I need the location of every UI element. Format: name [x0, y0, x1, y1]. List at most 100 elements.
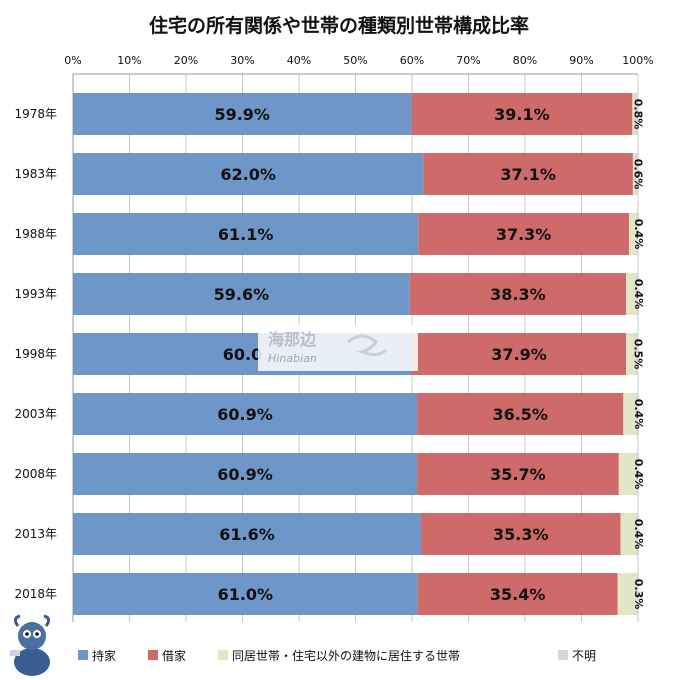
bar-segment	[635, 453, 638, 495]
data-label: 39.1%	[494, 105, 550, 124]
bar-segment	[623, 393, 636, 435]
chart-title: 住宅の所有関係や世帯の種類別世帯構成比率	[149, 14, 529, 37]
bar-segment	[411, 93, 633, 135]
data-label: 38.3%	[490, 285, 546, 304]
data-label: 60.9%	[217, 405, 273, 424]
legend-label: 不明	[572, 649, 596, 663]
bar-segment	[635, 333, 638, 375]
bar-segment	[73, 93, 412, 135]
bar-segment	[617, 573, 637, 615]
data-label: 36.5%	[492, 405, 548, 424]
data-label: 0.4%	[632, 279, 645, 310]
bar-segment	[635, 273, 638, 315]
bar-segment	[626, 273, 636, 315]
bar-segment	[73, 273, 410, 315]
x-tick-label: 20%	[174, 54, 198, 67]
bar-segment	[620, 513, 636, 555]
data-label: 61.6%	[219, 525, 275, 544]
data-label: 59.9%	[214, 105, 270, 124]
bars	[73, 93, 639, 615]
legend: 持家 借家 同居世帯・住宅以外の建物に居住する世帯 不明	[78, 648, 596, 663]
bar-segment	[412, 333, 627, 375]
x-axis-ticks: 0% 10% 20% 30% 40% 50% 60% 70% 80% 90% 100%	[64, 54, 653, 67]
mascot-icon	[10, 614, 51, 676]
bar-segment	[73, 213, 419, 255]
bar-segment	[632, 153, 635, 195]
category-label: 1988年	[14, 227, 57, 241]
x-tick-label: 40%	[287, 54, 311, 67]
bar-segment	[634, 93, 639, 135]
category-label: 1998年	[14, 347, 57, 361]
legend-label: 借家	[162, 648, 186, 663]
x-tick-label: 80%	[513, 54, 537, 67]
data-label: 61.1%	[218, 225, 274, 244]
x-tick-label: 0%	[64, 54, 81, 67]
category-label: 2018年	[14, 587, 57, 601]
x-tick-label: 50%	[343, 54, 367, 67]
category-label: 1978年	[14, 107, 57, 121]
data-label: 62.0%	[220, 165, 276, 184]
data-label: 37.1%	[500, 165, 556, 184]
data-label: 59.6%	[214, 285, 270, 304]
category-label: 1993年	[14, 287, 57, 301]
bar-segment	[632, 93, 635, 135]
data-labels: 59.9% 39.1% 0.8% 62.0% 37.1% 0.6% 61.1% 37.3% 0.…	[214, 99, 646, 610]
category-label: 1983年	[14, 167, 57, 181]
data-label: 35.3%	[493, 525, 549, 544]
data-label: 0.6%	[631, 159, 644, 190]
data-label: 60.9%	[217, 465, 273, 484]
watermark-cn: 海那边	[268, 330, 317, 349]
x-tick-label: 10%	[117, 54, 141, 67]
data-label: 35.4%	[490, 585, 546, 604]
bar-segment	[417, 573, 618, 615]
category-label: 2003年	[14, 407, 57, 421]
bar-segment	[418, 213, 629, 255]
bar-segment	[73, 513, 422, 555]
legend-label: 持家	[92, 648, 116, 663]
data-label: 0.4%	[632, 459, 645, 490]
x-tick-label: 30%	[230, 54, 254, 67]
bar-segment	[409, 273, 627, 315]
bar-segment	[73, 453, 418, 495]
watermark-swirl-icon	[347, 334, 388, 357]
data-label: 0.4%	[632, 399, 645, 430]
data-label: 37.9%	[491, 345, 547, 364]
x-tick-label: 100%	[622, 54, 653, 67]
data-label: 37.3%	[496, 225, 552, 244]
bar-segment	[421, 513, 621, 555]
bar-segment	[73, 153, 424, 195]
data-label: 0.3%	[632, 579, 645, 610]
legend-swatch	[558, 650, 568, 660]
bar-segment	[73, 573, 418, 615]
bar-segment	[628, 213, 636, 255]
data-label: 35.7%	[490, 465, 546, 484]
legend-swatch	[148, 650, 158, 660]
bar-segment	[73, 393, 418, 435]
bar-segment	[417, 453, 619, 495]
category-label: 2013年	[14, 527, 57, 541]
data-label: 60.0	[223, 345, 262, 364]
category-label: 2008年	[14, 467, 57, 481]
x-tick-label: 90%	[569, 54, 593, 67]
data-label: 0.8%	[631, 99, 644, 130]
x-tick-label: 70%	[456, 54, 480, 67]
legend-label: 同居世帯・住宅以外の建物に居住する世帯	[232, 648, 460, 663]
watermark: 海那边 Hinabian	[258, 325, 418, 371]
bar-segment	[635, 393, 638, 435]
legend-swatch	[218, 650, 228, 660]
bar-segment	[417, 393, 624, 435]
bar-segment	[635, 513, 638, 555]
watermark-en: Hinabian	[268, 352, 317, 365]
data-label: 0.4%	[632, 519, 645, 550]
data-label: 0.5%	[632, 339, 645, 370]
x-tick-label: 60%	[400, 54, 424, 67]
data-label: 0.4%	[632, 219, 645, 250]
bar-segment	[618, 453, 636, 495]
bar-segment	[634, 153, 638, 195]
bar-segment	[635, 213, 638, 255]
category-labels: 1978年 1983年 1988年 1993年 1998年 2003年 2008年 2013年…	[14, 107, 57, 601]
bar-segment	[626, 333, 636, 375]
data-label: 61.0%	[218, 585, 274, 604]
legend-swatch	[78, 650, 88, 660]
